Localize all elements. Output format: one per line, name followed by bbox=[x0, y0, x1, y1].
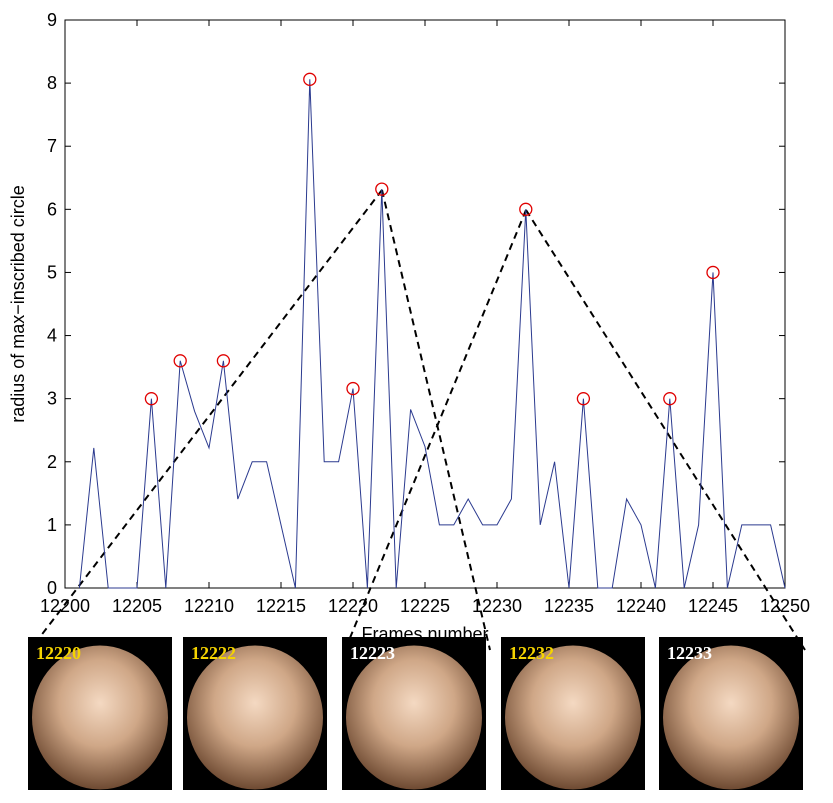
thumbnail-image bbox=[187, 645, 323, 790]
peak-marker bbox=[576, 392, 591, 406]
peak-marker bbox=[663, 392, 677, 406]
x-tick-label: 12230 bbox=[472, 596, 522, 616]
y-axis-label: radius of max−inscribed circle bbox=[8, 185, 28, 423]
thumbnail-label: 12220 bbox=[36, 643, 81, 663]
x-tick-label: 12215 bbox=[256, 596, 306, 616]
thumbnail-label: 12222 bbox=[191, 643, 236, 663]
peak-marker bbox=[216, 354, 231, 368]
x-tick-label: 12210 bbox=[184, 596, 234, 616]
x-tick-label: 12235 bbox=[544, 596, 594, 616]
thumbnails: 12220 12222 12223 12232 12233 bbox=[28, 637, 803, 790]
peak-marker bbox=[519, 202, 533, 216]
thumbnail-image bbox=[32, 645, 168, 790]
peak-marker bbox=[144, 392, 159, 406]
thumbnail-label: 12233 bbox=[667, 643, 712, 663]
thumbnail-label: 12232 bbox=[509, 643, 554, 663]
y-tick-label: 4 bbox=[47, 326, 57, 346]
x-tick-label: 12225 bbox=[400, 596, 450, 616]
y-tick-label: 3 bbox=[47, 389, 57, 409]
y-tick-label: 0 bbox=[47, 578, 57, 598]
x-tick-label: 12200 bbox=[40, 596, 90, 616]
y-tick-label: 8 bbox=[47, 73, 57, 93]
peak-marker bbox=[375, 182, 389, 196]
x-tick-label: 12245 bbox=[688, 596, 738, 616]
y-tick-label: 9 bbox=[47, 10, 57, 30]
y-tick-label: 2 bbox=[47, 452, 57, 472]
zoom-lines bbox=[29, 189, 806, 651]
peak-marker bbox=[303, 72, 317, 86]
y-tick-label: 5 bbox=[47, 262, 57, 282]
thumbnail-image bbox=[505, 645, 641, 790]
x-tick-label: 12220 bbox=[328, 596, 378, 616]
x-tick-label: 12240 bbox=[616, 596, 666, 616]
y-tick-label: 7 bbox=[47, 136, 57, 156]
x-tick-label: 12250 bbox=[760, 596, 810, 616]
thumbnail-image bbox=[346, 645, 482, 790]
thumbnail-label: 12223 bbox=[350, 643, 395, 663]
peak-marker bbox=[346, 381, 360, 396]
peak-marker bbox=[173, 354, 187, 368]
y-tick-label: 1 bbox=[47, 515, 57, 535]
peak-marker bbox=[706, 265, 720, 280]
data-line bbox=[78, 79, 786, 589]
x-tick-label: 12205 bbox=[112, 596, 162, 616]
plot-frame bbox=[64, 19, 786, 589]
thumbnail-image bbox=[663, 645, 799, 790]
y-tick-label: 6 bbox=[47, 199, 57, 219]
